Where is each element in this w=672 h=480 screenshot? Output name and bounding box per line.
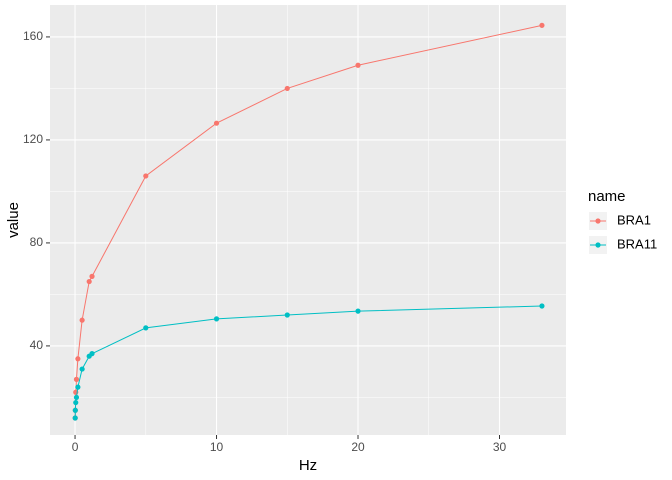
point <box>86 278 92 285</box>
point <box>72 415 78 421</box>
point <box>75 384 81 390</box>
point <box>73 399 79 406</box>
y-axis-title: value <box>5 202 22 238</box>
point <box>355 308 361 314</box>
point <box>284 312 290 318</box>
legend-label: BRA11 <box>617 236 657 251</box>
point <box>75 356 81 362</box>
point <box>213 120 220 126</box>
x-tick-label: 20 <box>351 440 365 454</box>
legend-label: BRA1 <box>617 212 651 227</box>
legend-point <box>595 242 601 248</box>
point <box>79 317 85 323</box>
legend-title: name <box>588 188 626 205</box>
y-tick-label: 120 <box>23 132 43 146</box>
point <box>89 351 95 357</box>
point <box>539 303 545 309</box>
x-tick-label: 0 <box>72 440 79 454</box>
x-axis-title: Hz <box>299 457 317 474</box>
point <box>73 376 80 382</box>
plot-background <box>50 5 566 435</box>
point <box>143 325 149 331</box>
legend-point <box>595 218 601 224</box>
y-tick-label: 40 <box>30 338 44 352</box>
point <box>72 407 78 413</box>
point <box>355 62 361 68</box>
x-tick-label: 10 <box>210 440 224 454</box>
point <box>539 22 545 28</box>
point <box>73 394 80 401</box>
point <box>213 316 220 322</box>
x-tick-label: 30 <box>493 440 507 454</box>
point <box>284 85 290 92</box>
point <box>143 173 149 179</box>
point <box>89 273 95 279</box>
y-tick-label: 80 <box>30 235 44 249</box>
y-tick-label: 160 <box>23 29 43 43</box>
point <box>79 366 85 372</box>
